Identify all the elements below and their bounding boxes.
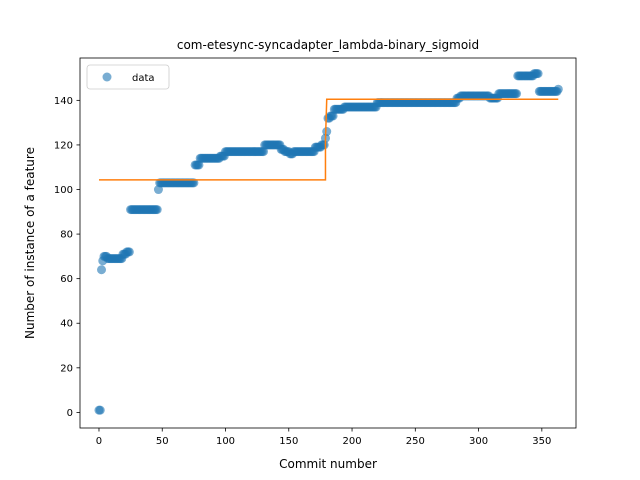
y-tick-label: 60 [60,274,73,285]
y-axis: 0 20 40 60 80 100 120 140 [54,96,80,419]
legend: data [86,64,170,90]
data-point [512,89,522,99]
fit-line [98,98,559,181]
data-point [319,140,329,150]
chart-title: com-etesync-syncadapter_lambda-binary_si… [177,38,479,52]
data-point [553,84,563,94]
x-tick-label: 150 [279,436,298,447]
plot-area [94,69,563,415]
data-point [124,247,134,257]
y-tick-label: 100 [54,185,73,196]
y-tick-label: 20 [60,363,73,374]
data-point [533,69,543,79]
legend-label-data: data [132,73,155,84]
data-point [322,127,332,137]
x-tick-label: 300 [469,436,488,447]
y-tick-label: 140 [54,96,73,107]
x-tick-label: 100 [216,436,235,447]
legend-box [86,64,170,90]
plot-frame [79,57,577,429]
x-axis-label: Commit number [279,457,377,471]
x-tick-label: 200 [342,436,361,447]
y-tick-label: 0 [67,408,73,419]
data-point [95,405,105,415]
x-tick-label: 350 [532,436,551,447]
x-tick-label: 0 [96,436,102,447]
y-tick-label: 120 [54,140,73,151]
x-tick-label: 50 [156,436,169,447]
x-axis: 0 50 100 150 200 250 300 350 [96,428,551,447]
data-point [97,265,107,275]
y-axis-label: Number of instance of a feature [23,147,37,339]
x-tick-label: 250 [406,436,425,447]
data-point [152,205,162,215]
y-tick-label: 40 [60,319,73,330]
legend-marker-data [102,72,112,82]
y-tick-label: 80 [60,230,73,241]
